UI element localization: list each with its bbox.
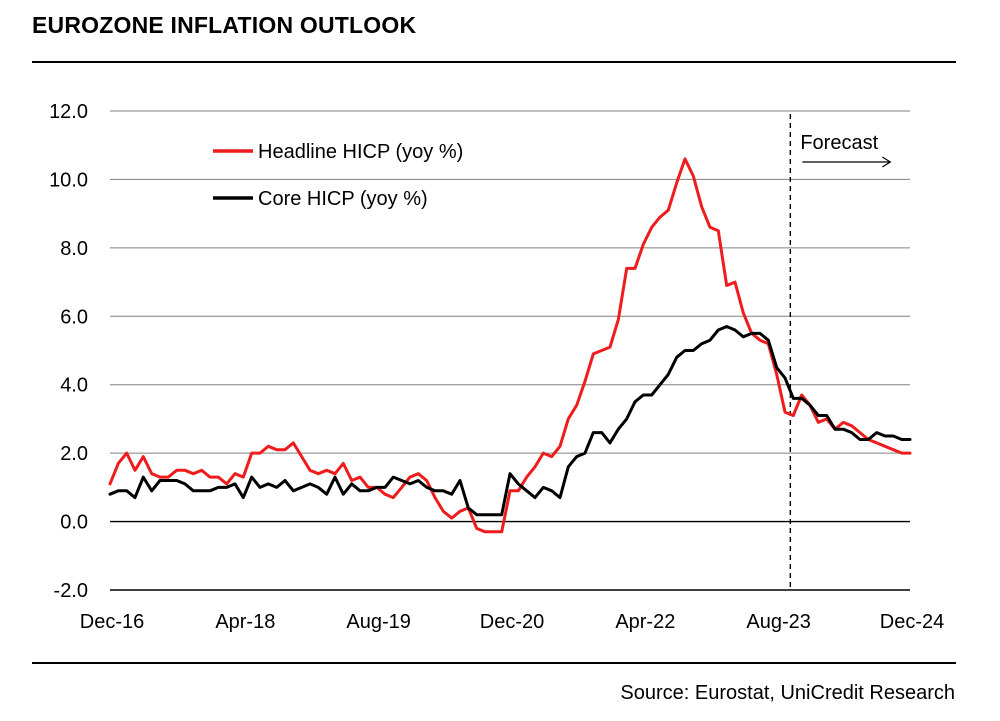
forecast-label: Forecast: [800, 132, 878, 154]
y-tick-label: 4.0: [60, 375, 88, 397]
y-tick-label: 2.0: [60, 443, 88, 465]
y-tick-label: 12.0: [49, 101, 88, 123]
x-tick-label: Dec-24: [880, 611, 944, 633]
legend-label-headline: Headline HICP (yoy %): [258, 141, 463, 163]
source-note: Source: Eurostat, UniCredit Research: [620, 682, 955, 704]
x-axis-ticks: Dec-16 Apr-18 Aug-19 Dec-20 Apr-22 Aug-23 Dec-…: [80, 611, 944, 633]
y-tick-label: 0.0: [60, 512, 88, 534]
chart-title: EUROZONE INFLATION OUTLOOK: [32, 12, 417, 38]
headline-hicp-line: [108, 157, 912, 534]
series-lines: [108, 157, 912, 534]
y-axis-ticks: 12.0 10.0 8.0 6.0 4.0 2.0 0.0 -2.0: [49, 101, 88, 602]
x-tick-label: Dec-16: [80, 611, 144, 633]
x-tick-label: Aug-23: [746, 611, 811, 633]
legend-label-core: Core HICP (yoy %): [258, 188, 428, 210]
legend: Headline HICP (yoy %) Core HICP (yoy %): [213, 141, 463, 210]
top-rule: [32, 61, 956, 63]
x-tick-label: Apr-22: [615, 611, 675, 633]
y-tick-label: 10.0: [49, 169, 88, 191]
x-tick-label: Aug-19: [346, 611, 411, 633]
x-tick-label: Dec-20: [480, 611, 544, 633]
forecast-arrow-head: [882, 156, 892, 168]
bottom-rule: [32, 662, 956, 664]
x-tick-label: Apr-18: [215, 611, 275, 633]
grid-lines: [110, 110, 910, 591]
core-hicp-line: [108, 325, 912, 517]
y-tick-label: 6.0: [60, 306, 88, 328]
y-tick-label: -2.0: [54, 580, 88, 602]
y-tick-label: 8.0: [60, 238, 88, 260]
forecast-arrow-icon: [802, 156, 892, 168]
